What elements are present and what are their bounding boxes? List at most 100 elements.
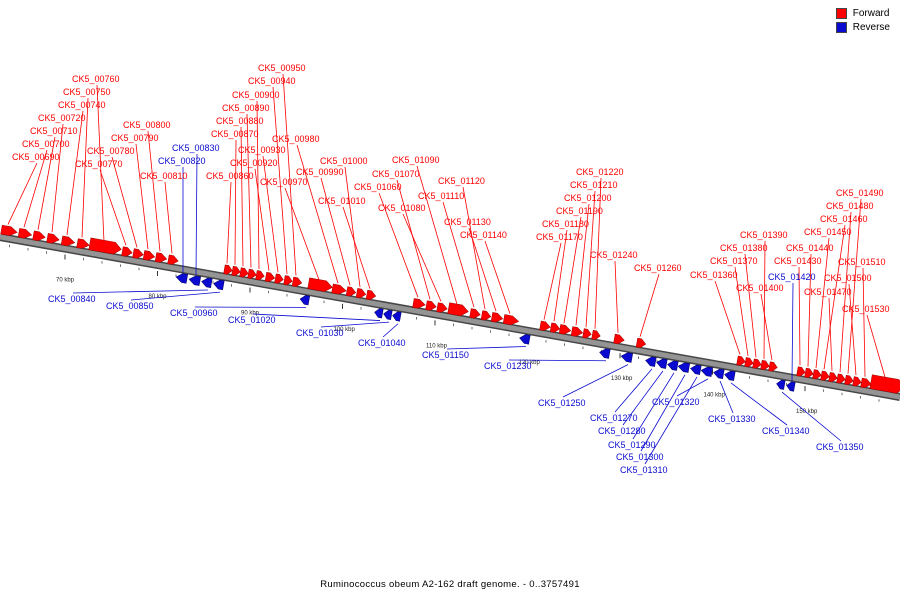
gene-arrow-ck5_01290[interactable] [667,360,679,371]
gene-arrow-ck5_01270[interactable] [645,356,657,367]
gene-arrow-ck5_01400[interactable] [768,361,778,372]
gene-arrow-ck5_01250[interactable] [620,352,634,363]
gene-arrow-ck5_01420[interactable] [786,381,796,392]
gene-arrow-ck5_00890[interactable] [247,268,257,279]
gene-arrow-ck5_01030[interactable] [383,309,393,320]
gene-arrow-ck5_00690[interactable] [0,224,18,237]
gene-arrow-ck5_01320[interactable] [700,366,714,377]
leader-line-ck5_00860 [226,181,232,264]
gene-label-ck5_01110: CK5_01110 [418,191,464,201]
gene-arrow-ck5_01390[interactable] [760,360,770,371]
gene-label-ck5_01350: CK5_01350 [816,442,864,452]
gene-arrow-ck5_01480[interactable] [836,373,846,384]
gene-arrow-ck5_00770[interactable] [121,246,133,258]
gene-arrow-ck5_01450[interactable] [812,369,822,380]
gene-arrow-ck5_01510[interactable] [860,377,872,389]
gene-arrow-ck5_01060[interactable] [412,298,426,309]
gene-arrow-ck5_01210[interactable] [582,328,592,339]
gene-arrow-ck5_01360[interactable] [736,355,746,366]
scale-tick-label: 150 kbp [796,409,818,415]
leader-line-ck5_00840 [72,289,209,294]
leader-line-ck5_01310 [644,376,698,465]
gene-arrow-ck5_00980[interactable] [331,283,347,295]
gene-arrow-ck5_00740[interactable] [60,235,76,247]
gene-arrow-ck5_01020[interactable] [374,308,384,319]
gene-arrow-ck5_01350[interactable] [776,379,786,390]
gene-arrow-ck5_01230[interactable] [599,348,611,359]
gene-arrow-ck5_01240[interactable] [613,333,625,345]
gene-arrow-ck5_00750[interactable] [76,238,90,250]
gene-arrow-ck5_01310[interactable] [690,364,702,375]
gene-label-ck5_00950: CK5_00950 [258,63,306,73]
gene-arrow-ck5_00710[interactable] [32,230,46,242]
gene-arrow-ck5_00700[interactable] [17,228,33,239]
gene-arrow-ck5_01170[interactable] [539,320,551,332]
gene-arrow-ck5_00870[interactable] [231,265,241,277]
gene-label-ck5_01320: CK5_01320 [652,397,700,407]
gene-arrow-ck5_01040[interactable] [392,311,402,322]
gene-arrow-ck5_00940[interactable] [283,275,293,286]
gene-arrow-ck5_00860[interactable] [223,264,233,275]
gene-arrow-ck5_00900[interactable] [255,270,265,281]
reverse-legend-label: Reverse [852,22,890,33]
gene-arrow-ck5_00920[interactable] [264,271,276,283]
leader-line-ck5_00740 [66,110,84,235]
gene-arrow-ck5_00780[interactable] [132,248,144,260]
gene-arrow-ck5_00800[interactable] [154,252,168,264]
scale-tick-label: 90 kbp [241,310,260,316]
gene-arrow-ck5_00950[interactable] [291,276,303,287]
gene-arrow-ck5_01140[interactable] [502,314,520,326]
gene-arrow-ck5_01530[interactable] [869,374,900,395]
gene-arrow-ck5_01110[interactable] [469,308,481,320]
gene-arrow-ck5_00820[interactable] [175,273,189,284]
reverse-swatch [835,22,847,33]
gene-arrow-ck5_01150[interactable] [519,334,531,345]
gene-label-ck5_01150: CK5_01150 [422,350,469,360]
gene-arrow-ck5_01180[interactable] [549,322,561,333]
leader-line-ck5_01000 [344,166,361,288]
gene-label-ck5_00750: CK5_00750 [63,87,111,97]
gene-arrow-ck5_01380[interactable] [752,358,762,369]
leader-line-ck5_01260 [639,273,660,337]
gene-arrow-ck5_01080[interactable] [436,302,448,314]
gene-arrow-ck5_01300[interactable] [677,362,691,373]
gene-arrow-ck5_01470[interactable] [828,372,838,383]
gene-arrow-ck5_01010[interactable] [365,289,377,301]
gene-arrow-ck5_01220[interactable] [591,329,601,341]
gene-arrow-ck5_01280[interactable] [656,358,668,369]
gene-arrow-ck5_01440[interactable] [804,367,814,378]
gene-arrow-ck5_00830[interactable] [188,275,202,286]
leader-line-ck5_01070 [396,179,431,300]
gene-arrow-ck5_00930[interactable] [274,273,284,284]
gene-label-ck5_01170: CK5_01170 [536,232,583,242]
gene-arrow-ck5_01130[interactable] [490,312,504,323]
gene-arrow-ck5_00760[interactable] [88,237,123,255]
gene-arrow-ck5_01260[interactable] [635,337,647,349]
gene-arrow-ck5_00990[interactable] [345,286,357,297]
gene-arrow-ck5_01000[interactable] [355,288,367,299]
gene-arrow-ck5_01500[interactable] [852,376,862,387]
gene-arrow-ck5_01490[interactable] [844,374,854,385]
gene-arrow-ck5_00850[interactable] [213,279,225,291]
gene-label-ck5_00840: CK5_00840 [48,294,96,304]
gene-arrow-ck5_00810[interactable] [167,254,179,266]
gene-arrow-ck5_01430[interactable] [796,366,806,377]
gene-arrow-ck5_01370[interactable] [744,357,754,368]
gene-arrow-ck5_01120[interactable] [480,310,492,321]
gene-arrow-ck5_01330[interactable] [713,368,725,379]
gene-arrow-ck5_01090[interactable] [447,302,470,317]
gene-arrow-ck5_00970[interactable] [307,277,334,293]
gene-arrow-ck5_01200[interactable] [570,326,584,338]
gene-arrow-ck5_00960[interactable] [299,295,311,306]
gene-arrow-ck5_01340[interactable] [724,370,736,381]
gene-arrow-ck5_01190[interactable] [558,324,572,335]
gene-arrow-ck5_00880[interactable] [239,267,249,278]
gene-arrow-ck5_01460[interactable] [820,370,830,381]
leader-line-ck5_01340 [730,382,788,426]
gene-arrow-ck5_00840[interactable] [201,277,213,288]
genome-caption: Ruminococcus obeum A2-162 draft genome. … [320,579,580,590]
gene-arrow-ck5_00790[interactable] [142,250,156,262]
leader-line-ck5_01020 [252,313,381,321]
gene-arrow-ck5_00720[interactable] [46,233,60,244]
gene-arrow-ck5_01070[interactable] [425,300,437,312]
